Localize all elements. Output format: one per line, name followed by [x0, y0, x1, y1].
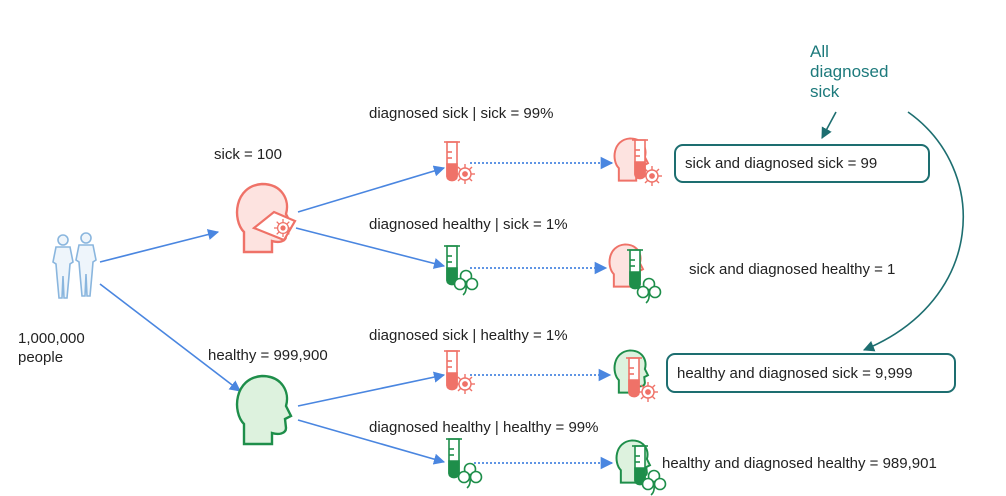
edge-healthy-to-dx-sick [297, 371, 446, 407]
healthy-dx-healthy-icon [615, 439, 667, 496]
outcome-sick-dx-sick-box: sick and diagnosed sick = 99 [674, 144, 930, 183]
sick-dx-healthy-icon [608, 243, 662, 304]
outcome-healthy-dx-sick: healthy and diagnosed sick = 9,999 [677, 364, 913, 382]
cond-healthy-dx-healthy: diagnosed healthy | healthy = 99% [369, 419, 599, 436]
sick-head-icon [235, 182, 297, 254]
cond-healthy-dx-sick: diagnosed sick | healthy = 1% [369, 327, 568, 344]
outcome-sick-dx-healthy: sick and diagnosed healthy = 1 [689, 261, 896, 278]
edge-healthy-to-dx-healthy [297, 419, 446, 465]
cond-sick-dx-healthy: diagnosed healthy | sick = 1% [369, 216, 568, 233]
test-tube-virus-icon [443, 350, 476, 395]
outcome-healthy-dx-healthy: healthy and diagnosed healthy = 989,901 [662, 455, 937, 472]
healthy-dx-sick-icon [613, 349, 659, 403]
annotation-line-1: All [810, 42, 829, 61]
annotation-arrow-short [821, 111, 837, 139]
sick-dx-sick-icon [613, 137, 663, 187]
healthy-head-icon [235, 374, 293, 446]
group-sick-label: sick = 100 [214, 146, 282, 163]
annotation-arrow-curve [862, 111, 965, 352]
edge-sick-to-dx-healthy [295, 227, 446, 269]
outcome-sick-dx-sick: sick and diagnosed sick = 99 [685, 155, 878, 172]
cond-sick-dx-sick: diagnosed sick | sick = 99% [369, 105, 554, 122]
annotation-line-3: sick [810, 82, 840, 101]
test-tube-clover-icon [445, 438, 483, 489]
edge-sick-to-dx-sick [297, 165, 446, 213]
annotation-all-diagnosed-sick: All diagnosed sick [810, 42, 888, 102]
edge-people-to-sick [99, 229, 220, 263]
group-healthy-label: healthy = 999,900 [208, 347, 328, 364]
edge-people-to-healthy [99, 283, 241, 392]
population-count: 1,000,000 [18, 330, 85, 347]
population-unit: people [18, 349, 64, 366]
people-icon [52, 232, 97, 299]
outcome-healthy-dx-sick-box: healthy and diagnosed sick = 9,999 [666, 353, 956, 393]
annotation-line-2: diagnosed [810, 62, 889, 81]
test-tube-clover-icon [443, 245, 479, 296]
